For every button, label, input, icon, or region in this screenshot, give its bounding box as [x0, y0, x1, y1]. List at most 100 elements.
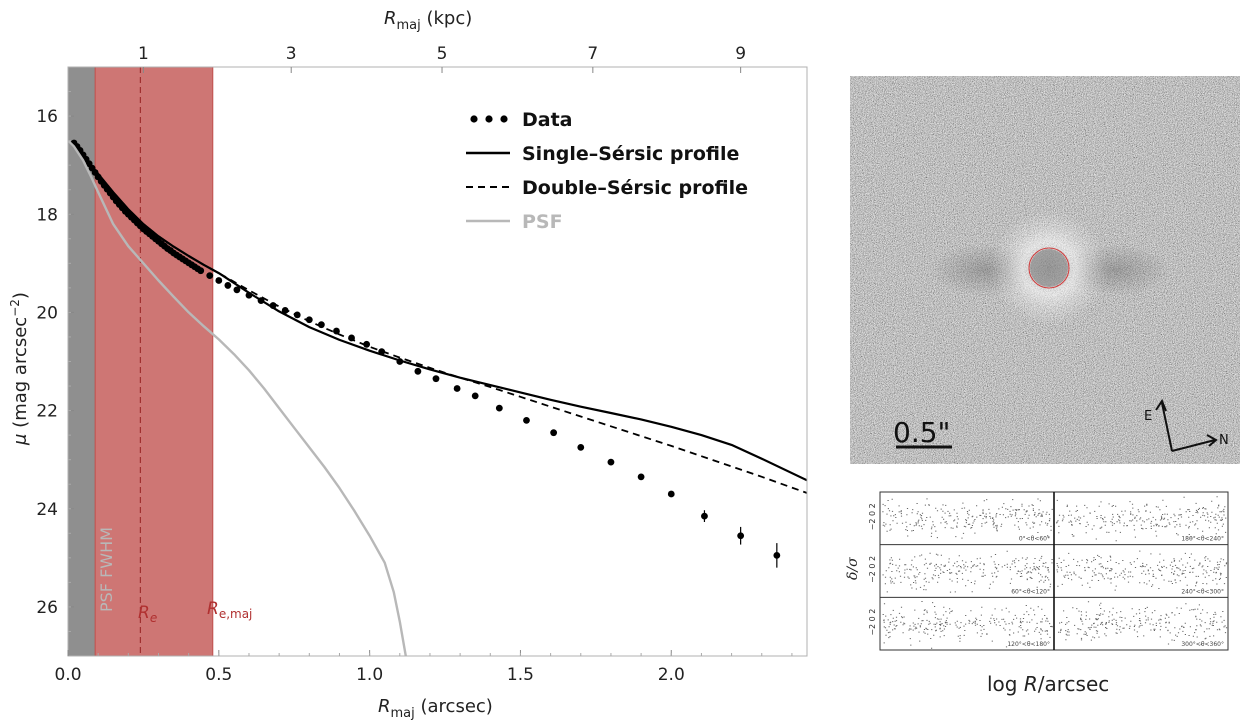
data-point — [495, 404, 503, 412]
data-point — [737, 532, 745, 540]
re-label-main: R — [138, 603, 150, 623]
data-point — [432, 375, 440, 383]
residual-grid: 0°<θ<60° 180°<θ<240° −2 0 2 60°<θ<120° 240°<… — [868, 491, 1229, 651]
image-core — [1030, 249, 1068, 287]
residual-panel-label: 300°<θ<360° — [1181, 641, 1224, 648]
top-tick-label: 5 — [437, 44, 448, 64]
re-maj-label-sub: e,maj — [219, 607, 253, 621]
residual-scatter — [882, 498, 1053, 539]
data-point — [667, 490, 675, 498]
x-tick-label: 2.0 — [658, 665, 685, 685]
image-aperture-circle — [1028, 247, 1070, 289]
data-point — [333, 327, 340, 335]
data-point — [197, 267, 205, 275]
top-tick-label: 7 — [587, 44, 598, 64]
x-tick-label: 1.0 — [356, 665, 383, 685]
top-axis-label-main: R — [384, 8, 397, 29]
top-axis-label-unit: (kpc) — [421, 8, 473, 29]
data-point — [813, 591, 820, 598]
x-tick-label: 0.5 — [205, 665, 232, 685]
residual-x-label-r: R — [1024, 672, 1038, 696]
data-point — [607, 458, 615, 466]
legend: Data Single–Sérsic profile Double–Sérsic… — [466, 109, 748, 233]
data-point — [233, 286, 241, 294]
y-axis-ticks: 16 18 20 22 24 26 — [36, 91, 74, 632]
legend-item-double: Double–Sérsic profile — [466, 177, 748, 199]
compass-north-arrowhead — [1206, 434, 1218, 447]
re-maj-label: Re,maj — [207, 599, 252, 621]
top-axis-ticks: 1 3 5 7 9 — [138, 44, 746, 73]
legend-marker-data-3 — [500, 115, 508, 123]
residual-panel-label: 180°<θ<240° — [1181, 536, 1224, 543]
residual-panel-label: 0°<θ<60° — [1019, 536, 1050, 543]
data-point — [577, 443, 585, 451]
x-axis-ticks: 0.0 0.5 1.0 1.5 2.0 — [54, 650, 793, 685]
y-tick-label: 24 — [36, 500, 58, 520]
residual-panel-label: 60°<θ<120° — [1011, 588, 1050, 595]
y-axis-label-sup: −2 — [8, 299, 22, 317]
compass-north-arrow — [1171, 439, 1216, 452]
data-point — [701, 512, 708, 520]
data-point — [453, 385, 461, 392]
residual-image-panel: 0.5" E N — [850, 76, 1240, 464]
top-axis-label: Rmaj (kpc) — [384, 8, 472, 33]
re-label-sub: e — [150, 611, 157, 625]
residual-scatter — [882, 601, 1053, 649]
top-tick-label: 1 — [138, 44, 149, 64]
x-tick-label: 0.0 — [54, 665, 81, 685]
residual-y-tick-labels: −2 0 2 — [868, 503, 877, 530]
y-tick-label: 18 — [36, 205, 58, 225]
y-tick-label: 20 — [36, 303, 58, 323]
y-axis-label: μ (mag arcsec−2) — [8, 292, 31, 446]
residual-scatter — [882, 550, 1053, 593]
residual-x-label-suffix: /arcsec — [1038, 672, 1110, 696]
legend-label-psf: PSF — [522, 211, 563, 233]
y-tick-label: 22 — [36, 402, 58, 422]
data-point — [523, 417, 530, 424]
re-label: Re — [138, 603, 157, 625]
y-tick-label: 26 — [36, 598, 58, 618]
data-point — [215, 277, 223, 284]
residual-y-label: δ/σ — [845, 557, 861, 580]
top-axis-label-sub: maj — [397, 18, 421, 33]
data-point — [363, 340, 371, 348]
residual-x-label-prefix: log — [987, 672, 1024, 696]
y-axis-label-close: ) — [10, 292, 31, 299]
compass-east-arrowhead — [1155, 398, 1167, 412]
top-tick-label: 9 — [735, 44, 746, 64]
y-axis-label-text: (mag arcsec — [10, 317, 31, 434]
compass-east-label: E — [1144, 409, 1152, 424]
re-maj-label-main: R — [207, 599, 219, 619]
x-axis-label: Rmaj (arcsec) — [378, 696, 493, 721]
data-point — [471, 392, 479, 400]
top-tick-label: 3 — [286, 44, 297, 64]
residual-x-label: log R/arcsec — [987, 672, 1109, 696]
residual-panel-label: 240°<θ<300° — [1181, 588, 1224, 595]
series-layer — [68, 139, 820, 656]
residual-scatter — [1058, 601, 1228, 645]
y-axis-label-mu: μ — [10, 434, 31, 446]
data-point — [637, 473, 645, 481]
data-point — [206, 272, 214, 280]
legend-label-single: Single–Sérsic profile — [522, 143, 739, 165]
legend-item-data: Data — [470, 109, 573, 131]
compass: E N — [1144, 398, 1229, 452]
residual-scatter — [1056, 550, 1228, 591]
compass-north-label: N — [1219, 433, 1229, 448]
y-tick-label: 16 — [36, 107, 58, 127]
psf-line — [68, 139, 407, 656]
legend-marker-data-2 — [485, 115, 493, 123]
effective-radius-band — [94, 67, 214, 656]
residual-scatter — [1056, 496, 1227, 542]
profile-plot: 0.0 0.5 1.0 1.5 2.0 16 18 20 22 24 26 1 3 5 7 9 PSF F… — [8, 8, 820, 721]
x-axis-label-main: R — [378, 696, 391, 717]
legend-item-single: Single–Sérsic profile — [466, 143, 739, 165]
compass-east-arrow — [1161, 402, 1173, 452]
double-sersic-line — [68, 139, 807, 494]
x-axis-label-unit: (arcsec) — [415, 696, 493, 717]
x-tick-label: 1.5 — [507, 665, 534, 685]
data-point — [773, 551, 781, 559]
residual-plot-panel: 0°<θ<60° 180°<θ<240° −2 0 2 60°<θ<120° 240°<… — [845, 491, 1229, 696]
legend-label-double: Double–Sérsic profile — [522, 177, 748, 199]
legend-marker-data-1 — [470, 115, 478, 123]
